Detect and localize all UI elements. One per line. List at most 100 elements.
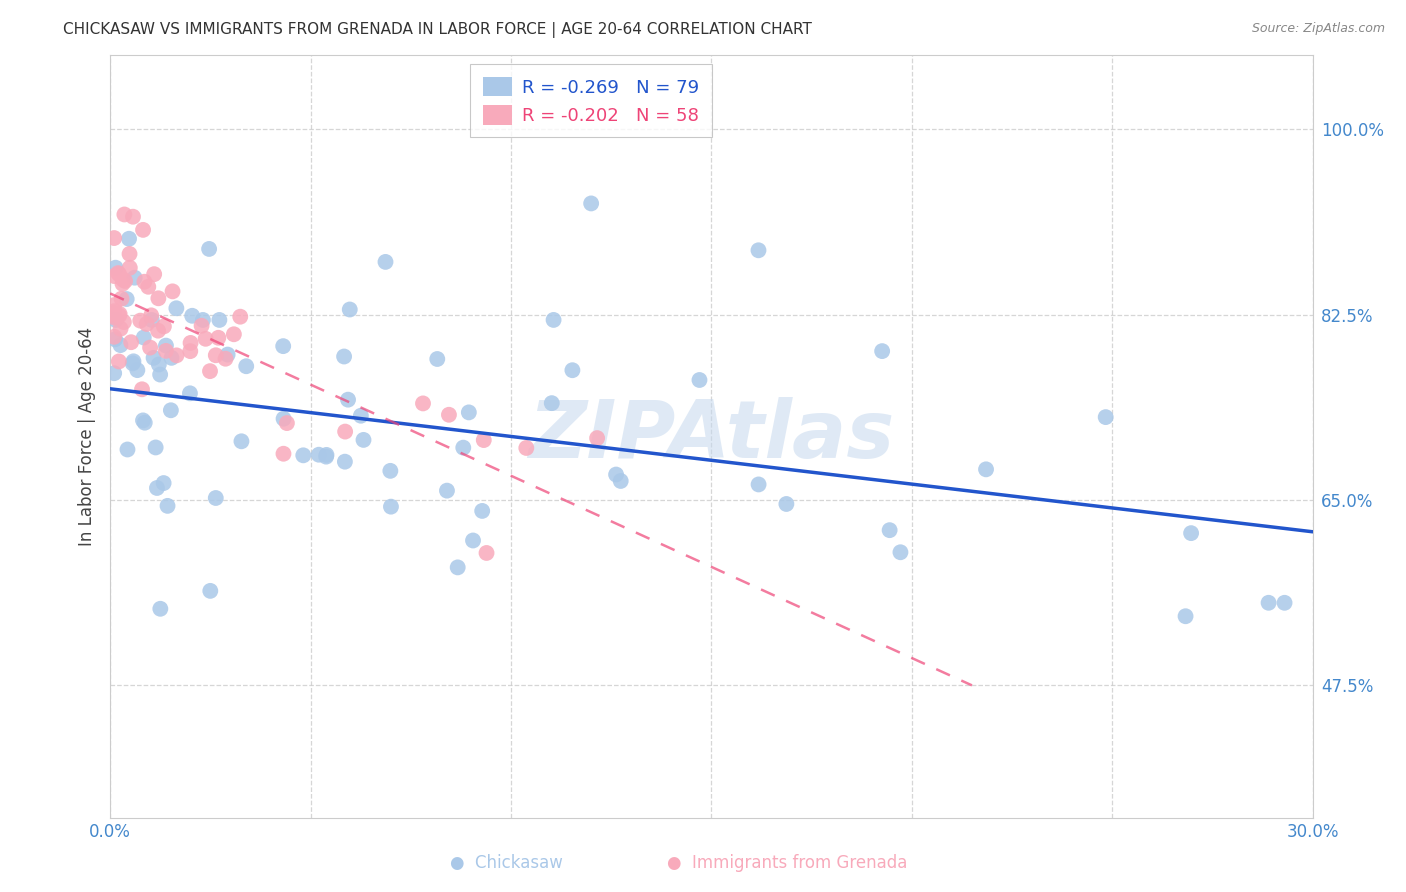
Point (461, 533, 484, 548)
Point (129, 313, 152, 327)
Point (1180, 526, 1202, 541)
Point (1257, 596, 1279, 610)
Point (122, 354, 145, 368)
Point (308, 448, 330, 462)
Point (141, 309, 163, 323)
Text: ●  Chickasaw: ● Chickasaw (450, 855, 562, 872)
Point (153, 319, 176, 334)
Point (117, 442, 139, 457)
Point (155, 338, 177, 352)
Point (271, 339, 294, 353)
Point (747, 244, 769, 258)
Point (204, 348, 226, 362)
Point (214, 351, 236, 366)
Point (165, 301, 187, 316)
Point (141, 313, 163, 327)
Point (103, 304, 125, 318)
Point (579, 196, 602, 211)
Point (605, 467, 627, 482)
Point (1274, 596, 1296, 610)
Point (515, 441, 537, 455)
Point (162, 285, 184, 299)
Point (160, 351, 183, 365)
Point (207, 331, 229, 345)
Point (775, 497, 797, 511)
Point (333, 455, 356, 469)
Point (160, 403, 183, 417)
Point (103, 310, 125, 325)
Point (339, 302, 361, 317)
Point (471, 504, 494, 518)
Point (217, 348, 239, 362)
Point (121, 356, 143, 370)
Point (198, 364, 221, 378)
Point (273, 447, 295, 461)
Point (292, 448, 315, 462)
Point (181, 309, 204, 323)
Point (457, 405, 479, 419)
Point (180, 335, 202, 350)
Point (132, 413, 155, 427)
Point (191, 313, 214, 327)
Point (111, 277, 134, 291)
Point (110, 338, 132, 352)
Point (380, 500, 402, 514)
Text: CHICKASAW VS IMMIGRANTS FROM GRENADA IN LABOR FORCE | AGE 20-64 CORRELATION CHAR: CHICKASAW VS IMMIGRANTS FROM GRENADA IN … (63, 22, 813, 38)
Point (333, 425, 356, 439)
Point (118, 232, 141, 246)
Point (118, 247, 141, 261)
Point (200, 583, 222, 598)
Point (333, 350, 356, 364)
Point (166, 348, 188, 362)
Point (148, 291, 170, 305)
Point (1174, 609, 1197, 624)
Point (108, 307, 131, 321)
Point (337, 392, 360, 407)
Point (132, 223, 155, 237)
Point (139, 341, 162, 355)
Point (412, 396, 434, 410)
Point (132, 330, 155, 344)
Point (561, 363, 583, 377)
Point (208, 313, 231, 327)
Point (204, 491, 226, 505)
Point (190, 318, 212, 333)
Point (179, 386, 201, 401)
Legend: R = -0.269   N = 79, R = -0.202   N = 58: R = -0.269 N = 79, R = -0.202 N = 58 (470, 64, 713, 137)
Point (104, 313, 127, 327)
Point (108, 309, 131, 323)
Point (149, 368, 172, 382)
Point (540, 396, 562, 410)
Point (426, 351, 449, 366)
Point (118, 260, 141, 275)
Point (543, 313, 565, 327)
Point (107, 266, 129, 280)
Point (235, 359, 257, 374)
Point (156, 499, 179, 513)
Point (110, 292, 132, 306)
Point (586, 431, 609, 445)
Point (315, 450, 337, 464)
Point (104, 332, 127, 346)
Point (149, 601, 172, 615)
Point (879, 523, 901, 537)
Point (475, 546, 498, 560)
Point (103, 268, 125, 283)
Point (748, 477, 770, 491)
Point (472, 433, 495, 447)
Point (135, 317, 157, 331)
Point (155, 343, 177, 358)
Point (112, 207, 135, 221)
Point (974, 462, 997, 476)
Point (110, 321, 132, 335)
Y-axis label: In Labor Force | Age 20-64: In Labor Force | Age 20-64 (79, 326, 96, 546)
Text: Source: ZipAtlas.com: Source: ZipAtlas.com (1251, 22, 1385, 36)
Point (889, 545, 911, 559)
Point (114, 274, 136, 288)
Point (353, 433, 375, 447)
Point (436, 483, 458, 498)
Point (143, 267, 166, 281)
Point (437, 408, 460, 422)
Point (276, 416, 298, 430)
Point (380, 464, 402, 478)
